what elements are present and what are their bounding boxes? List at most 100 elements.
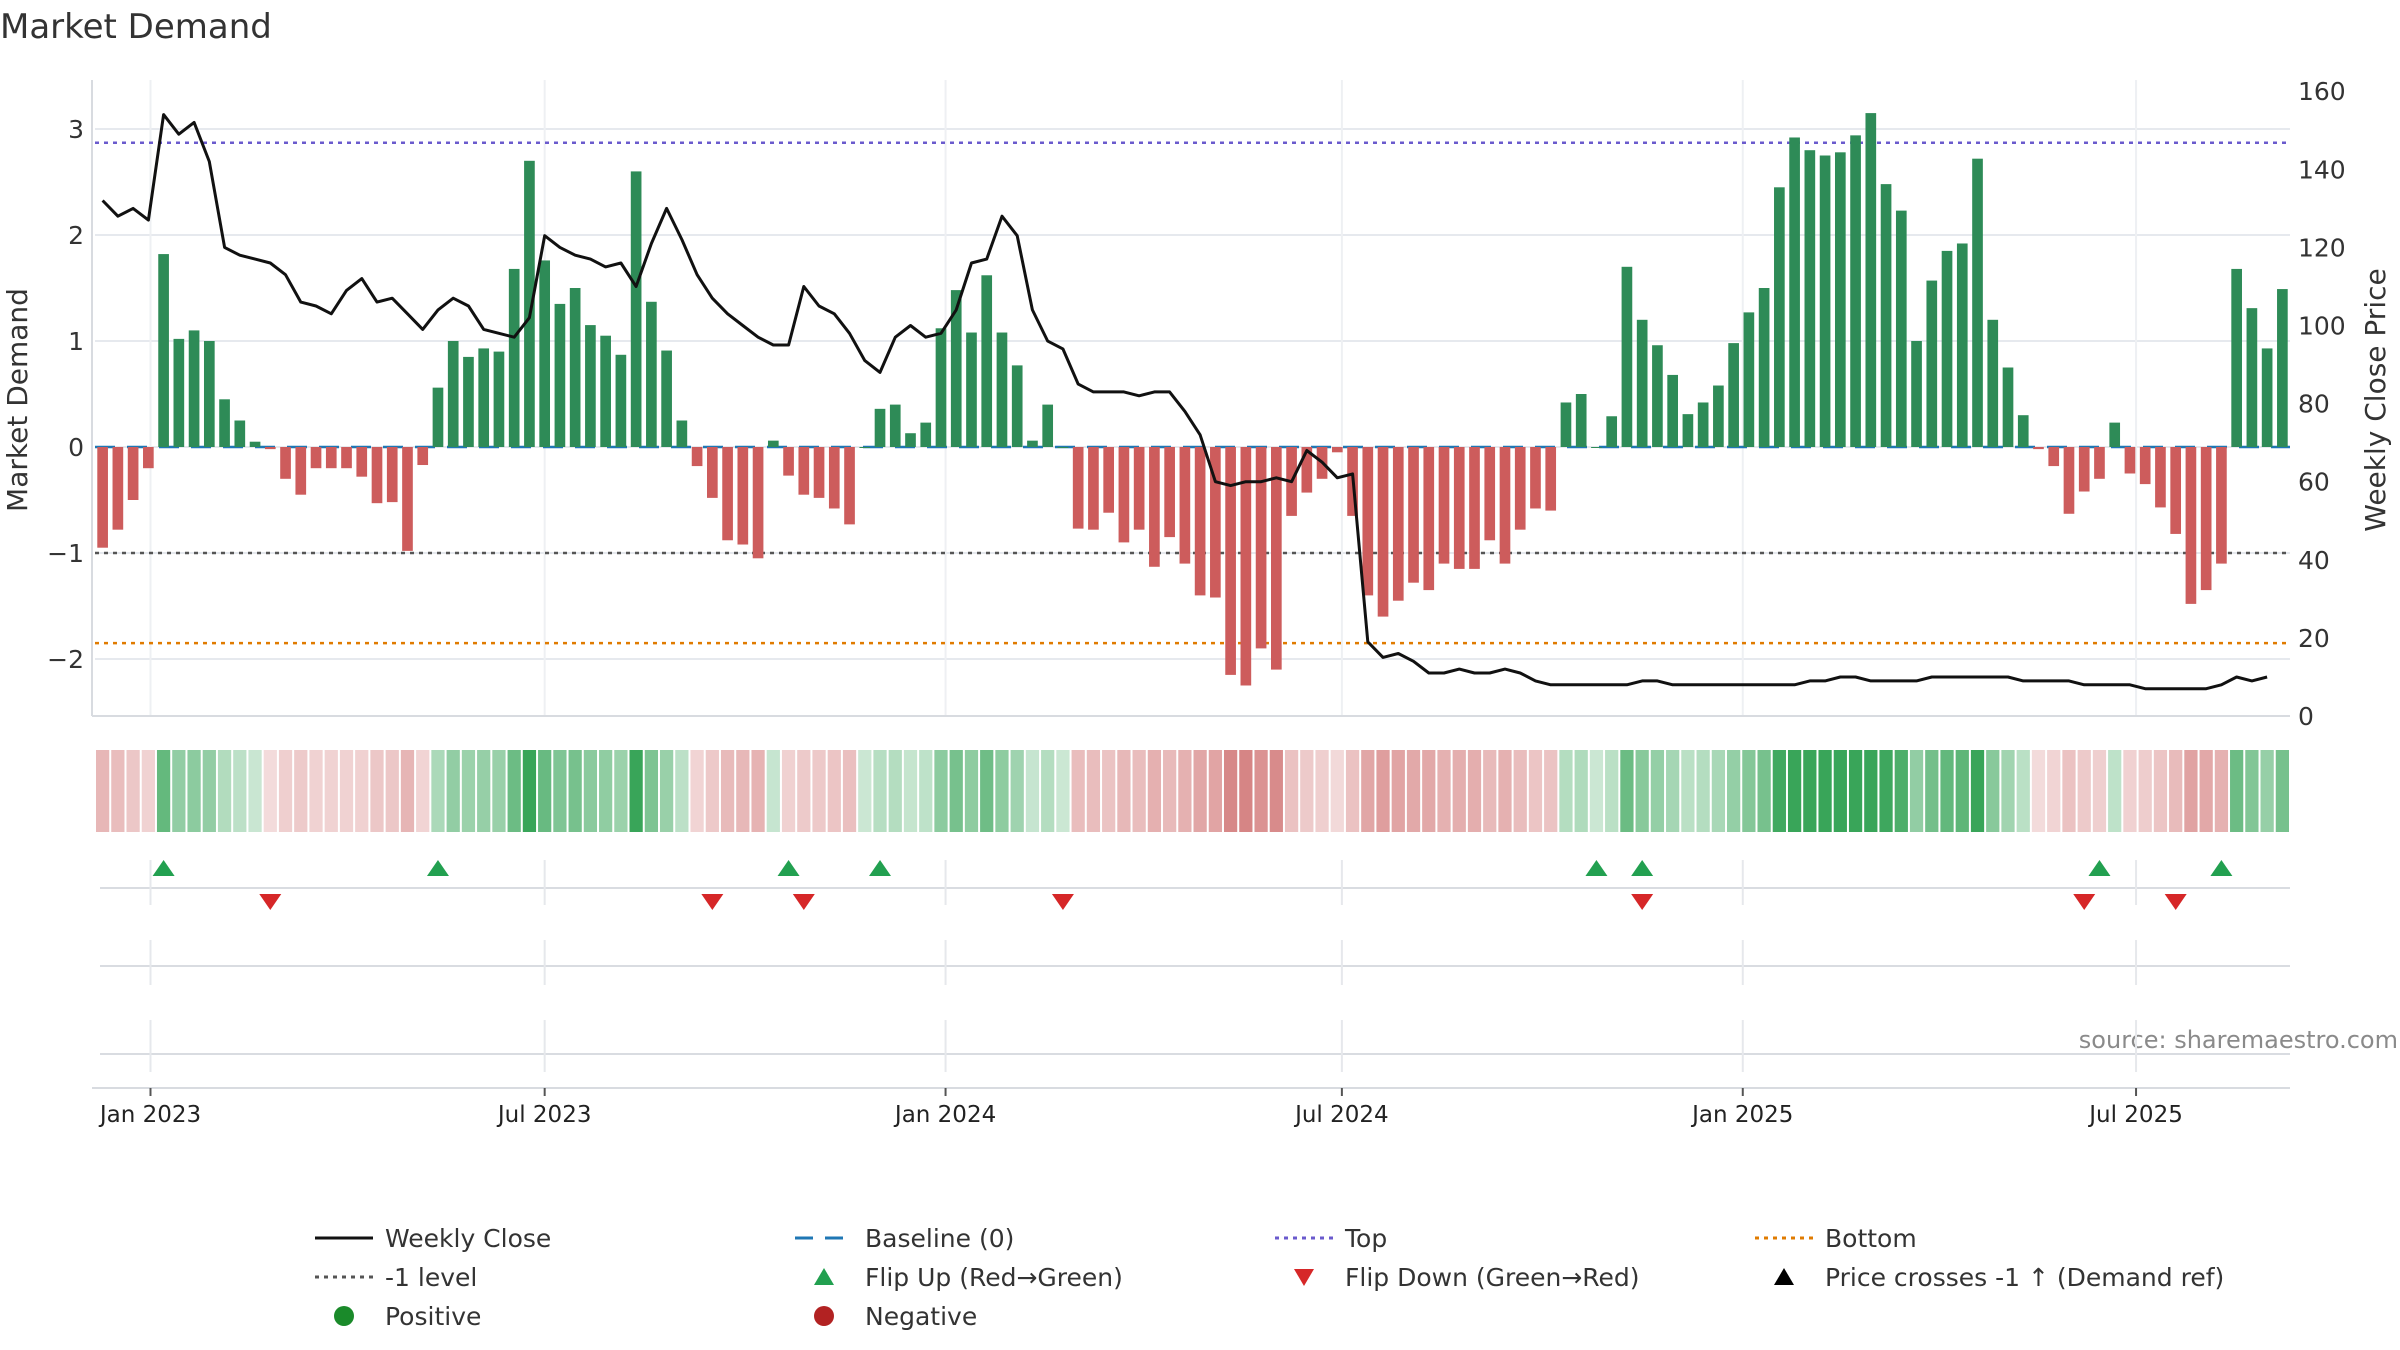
demand-bar xyxy=(2261,348,2273,447)
regime-cell xyxy=(2092,750,2107,832)
demand-bar xyxy=(752,447,764,559)
legend-label: -1 level xyxy=(385,1263,477,1292)
demand-bar xyxy=(2231,268,2242,447)
regime-cell xyxy=(1757,750,1771,832)
demand-bar xyxy=(1240,447,1252,686)
demand-bar xyxy=(203,341,215,447)
y-tick-left: −1 xyxy=(47,539,84,568)
demand-bar xyxy=(2185,447,2197,604)
demand-bars xyxy=(97,113,2288,686)
regime-cell xyxy=(339,750,354,832)
regime-cell xyxy=(2138,750,2152,832)
demand-bar xyxy=(1331,447,1343,453)
demand-bar xyxy=(1225,447,1236,675)
demand-bar xyxy=(783,447,794,476)
demand-bar xyxy=(1758,288,1770,447)
demand-bar xyxy=(1255,447,1267,649)
demand-bar xyxy=(2002,367,2014,447)
demand-bar xyxy=(1789,137,1800,448)
legend-item: Flip Up (Red→Green) xyxy=(814,1263,1123,1292)
demand-bar xyxy=(722,447,733,541)
regime-cell xyxy=(278,750,293,832)
regime-cell xyxy=(644,750,658,832)
y-tick-left: −2 xyxy=(47,645,84,674)
price-line-layer xyxy=(101,113,2268,691)
regime-cell xyxy=(888,750,902,832)
flip-down-marker xyxy=(701,894,724,910)
regime-cell xyxy=(522,750,537,832)
demand-bar xyxy=(1011,365,1023,447)
demand-bar xyxy=(691,447,703,467)
regime-cell xyxy=(2047,750,2061,832)
demand-bar xyxy=(981,275,993,447)
demand-bar xyxy=(615,354,627,447)
x-tick-label: Jul 2025 xyxy=(2087,1102,2183,1128)
regime-cell xyxy=(583,750,598,832)
flip-down-marker xyxy=(792,894,815,910)
regime-cell xyxy=(538,750,552,832)
regime-cell xyxy=(1483,750,1497,832)
regime-cell xyxy=(1681,750,1695,832)
demand-bar xyxy=(554,303,566,447)
flip-down-marker xyxy=(1631,894,1654,910)
demand-bar xyxy=(1271,447,1282,670)
demand-bar xyxy=(280,447,291,479)
legend-item: Flip Down (Green→Red) xyxy=(1294,1263,1640,1292)
demand-bar xyxy=(569,288,581,447)
regime-cell xyxy=(858,750,872,832)
regime-cell xyxy=(416,750,430,832)
regime-cell xyxy=(1909,750,1924,832)
regime-cell xyxy=(1330,750,1344,832)
y-tick-right: 80 xyxy=(2298,390,2330,419)
demand-bar xyxy=(97,447,108,548)
regime-cell xyxy=(187,750,201,832)
demand-bar xyxy=(1865,113,1877,447)
regime-cell xyxy=(1254,750,1268,832)
regime-cell xyxy=(1208,750,1222,832)
legend-label: Price crosses -1 ↑ (Demand ref) xyxy=(1825,1263,2224,1292)
regime-cell xyxy=(1848,750,1863,832)
flip-down-marker xyxy=(2073,894,2096,910)
demand-bar xyxy=(798,447,810,495)
regime-cell xyxy=(1864,750,1878,832)
demand-bar xyxy=(1499,447,1511,564)
demand-bar xyxy=(1103,447,1114,513)
regime-cell xyxy=(1132,750,1146,832)
regime-cell xyxy=(2001,750,2015,832)
regime-cell xyxy=(141,750,155,832)
flip-up-marker xyxy=(869,860,892,876)
regime-cell xyxy=(324,750,338,832)
regime-cell xyxy=(2062,750,2076,832)
demand-bar xyxy=(158,254,169,447)
demand-bar xyxy=(2063,447,2075,514)
demand-bar xyxy=(1469,447,1480,569)
demand-bar xyxy=(478,348,490,447)
demand-bar xyxy=(1591,447,1602,448)
legend-item: Baseline (0) xyxy=(795,1224,1014,1253)
legend-label: Bottom xyxy=(1825,1224,1917,1253)
demand-bar xyxy=(1072,447,1084,529)
regime-cell xyxy=(1163,750,1177,832)
regime-cell xyxy=(2016,750,2030,832)
regime-cell xyxy=(1147,750,1162,832)
weekly-close-line xyxy=(101,113,2268,691)
regime-cell xyxy=(1696,750,1710,832)
demand-bar xyxy=(1560,402,1572,447)
regime-cell xyxy=(1879,750,1893,832)
demand-bar xyxy=(1164,447,1175,538)
demand-bar xyxy=(1880,184,1892,447)
regime-cell xyxy=(1559,750,1573,832)
demand-bar xyxy=(2033,447,2044,450)
regime-cell xyxy=(2214,750,2229,832)
demand-bar xyxy=(2277,289,2288,447)
demand-bar xyxy=(112,447,124,530)
y-tick-right: 0 xyxy=(2298,702,2314,731)
regime-cell xyxy=(233,750,247,832)
regime-cell xyxy=(1391,750,1405,832)
demand-bar xyxy=(661,350,672,447)
regime-cell xyxy=(568,750,582,832)
regime-cell xyxy=(1193,750,1207,832)
regime-cell xyxy=(1345,750,1360,832)
regime-cell xyxy=(949,750,963,832)
